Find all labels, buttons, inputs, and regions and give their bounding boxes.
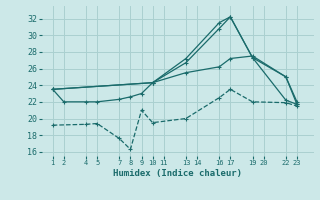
X-axis label: Humidex (Indice chaleur): Humidex (Indice chaleur) — [113, 169, 242, 178]
